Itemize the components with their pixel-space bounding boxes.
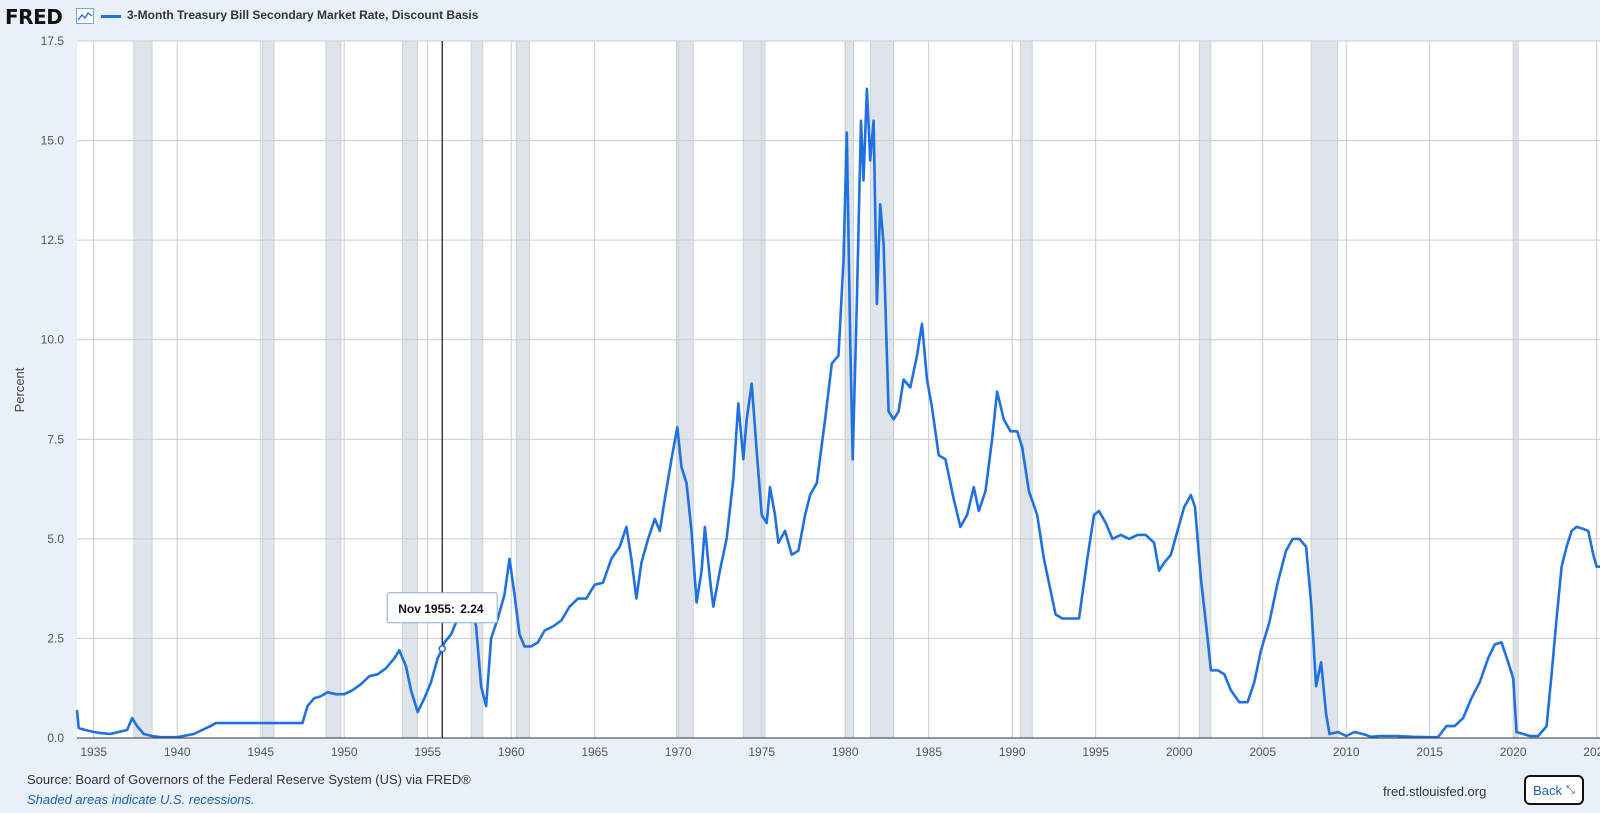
recession-band bbox=[1020, 40, 1033, 739]
hover-point-marker bbox=[438, 645, 446, 653]
x-tick-label: 1955 bbox=[414, 745, 441, 759]
y-axis-label: Percent bbox=[12, 367, 27, 412]
recession-band bbox=[402, 40, 419, 739]
site-url-link[interactable]: fred.stlouisfed.org bbox=[1383, 784, 1487, 799]
recession-band bbox=[261, 40, 275, 739]
y-tick-label: 17.5 bbox=[41, 34, 65, 48]
x-tick-label: 1960 bbox=[498, 745, 525, 759]
y-tick-label: 12.5 bbox=[41, 233, 65, 247]
series-title: 3-Month Treasury Bill Secondary Market R… bbox=[127, 8, 479, 22]
recession-band bbox=[325, 40, 342, 739]
x-tick-label: 1950 bbox=[331, 745, 358, 759]
fred-logo[interactable]: FRED bbox=[5, 5, 63, 29]
y-tick-label: 15.0 bbox=[41, 134, 65, 148]
x-tick-label: 2000 bbox=[1166, 745, 1193, 759]
back-button-label: Back bbox=[1533, 782, 1563, 798]
y-axis-ticks: 0.0 2.5 5.0 7.5 10.0 12.5 15.0 17.5 bbox=[41, 34, 65, 745]
recession-band bbox=[1310, 40, 1339, 739]
x-tick-label: 1990 bbox=[999, 745, 1026, 759]
x-tick-label: 1945 bbox=[247, 745, 274, 759]
y-tick-label: 10.0 bbox=[41, 333, 65, 347]
x-tick-label: 1975 bbox=[748, 745, 775, 759]
recession-band bbox=[676, 40, 694, 739]
chart-area[interactable]: 0.0 2.5 5.0 7.5 10.0 12.5 15.0 17.5 1935 1940 194… bbox=[0, 0, 1600, 770]
plot-background bbox=[77, 41, 1600, 738]
x-tick-label: 1970 bbox=[665, 745, 692, 759]
y-tick-label: 7.5 bbox=[47, 432, 64, 446]
recession-band bbox=[1198, 40, 1212, 739]
x-tick-label: 2025 bbox=[1583, 745, 1600, 759]
y-tick-label: 0.0 bbox=[47, 731, 64, 745]
line-chart-icon bbox=[76, 8, 94, 24]
recession-note: Shaded areas indicate U.S. recessions. bbox=[27, 792, 255, 807]
x-tick-label: 1980 bbox=[832, 745, 859, 759]
collapse-icon: ⤡ bbox=[1566, 783, 1575, 796]
recession-band bbox=[1514, 40, 1519, 739]
x-tick-label: 1995 bbox=[1082, 745, 1109, 759]
y-tick-label: 5.0 bbox=[47, 532, 64, 546]
recession-band bbox=[133, 40, 153, 739]
x-axis-ticks: 1935 1940 1945 1950 1955 1960 1965 1970 1975 1980… bbox=[80, 745, 1600, 759]
tooltip-date: Nov 1955: bbox=[398, 602, 455, 616]
recession-shading bbox=[133, 40, 1519, 739]
back-button[interactable]: Back ⤡ bbox=[1524, 775, 1584, 805]
y-tick-label: 2.5 bbox=[47, 631, 64, 645]
series-line[interactable] bbox=[75, 87, 1600, 739]
x-tick-label: 1935 bbox=[80, 745, 107, 759]
source-note: Source: Board of Governors of the Federa… bbox=[27, 772, 471, 787]
x-tick-label: 1965 bbox=[581, 745, 608, 759]
x-tick-label: 1940 bbox=[164, 745, 191, 759]
x-tick-label: 2020 bbox=[1500, 745, 1527, 759]
tooltip-value: 2.24 bbox=[460, 602, 484, 616]
x-tick-label: 2015 bbox=[1416, 745, 1443, 759]
x-tick-label: 2005 bbox=[1249, 745, 1276, 759]
x-tick-label: 1985 bbox=[915, 745, 942, 759]
x-tick-label: 2010 bbox=[1333, 745, 1360, 759]
data-tooltip: Nov 1955: 2.24 bbox=[386, 592, 498, 624]
legend-line-swatch bbox=[101, 15, 121, 18]
tooltip-box bbox=[386, 592, 498, 624]
chart-header: FRED 3-Month Treasury Bill Secondary Mar… bbox=[0, 0, 1600, 34]
